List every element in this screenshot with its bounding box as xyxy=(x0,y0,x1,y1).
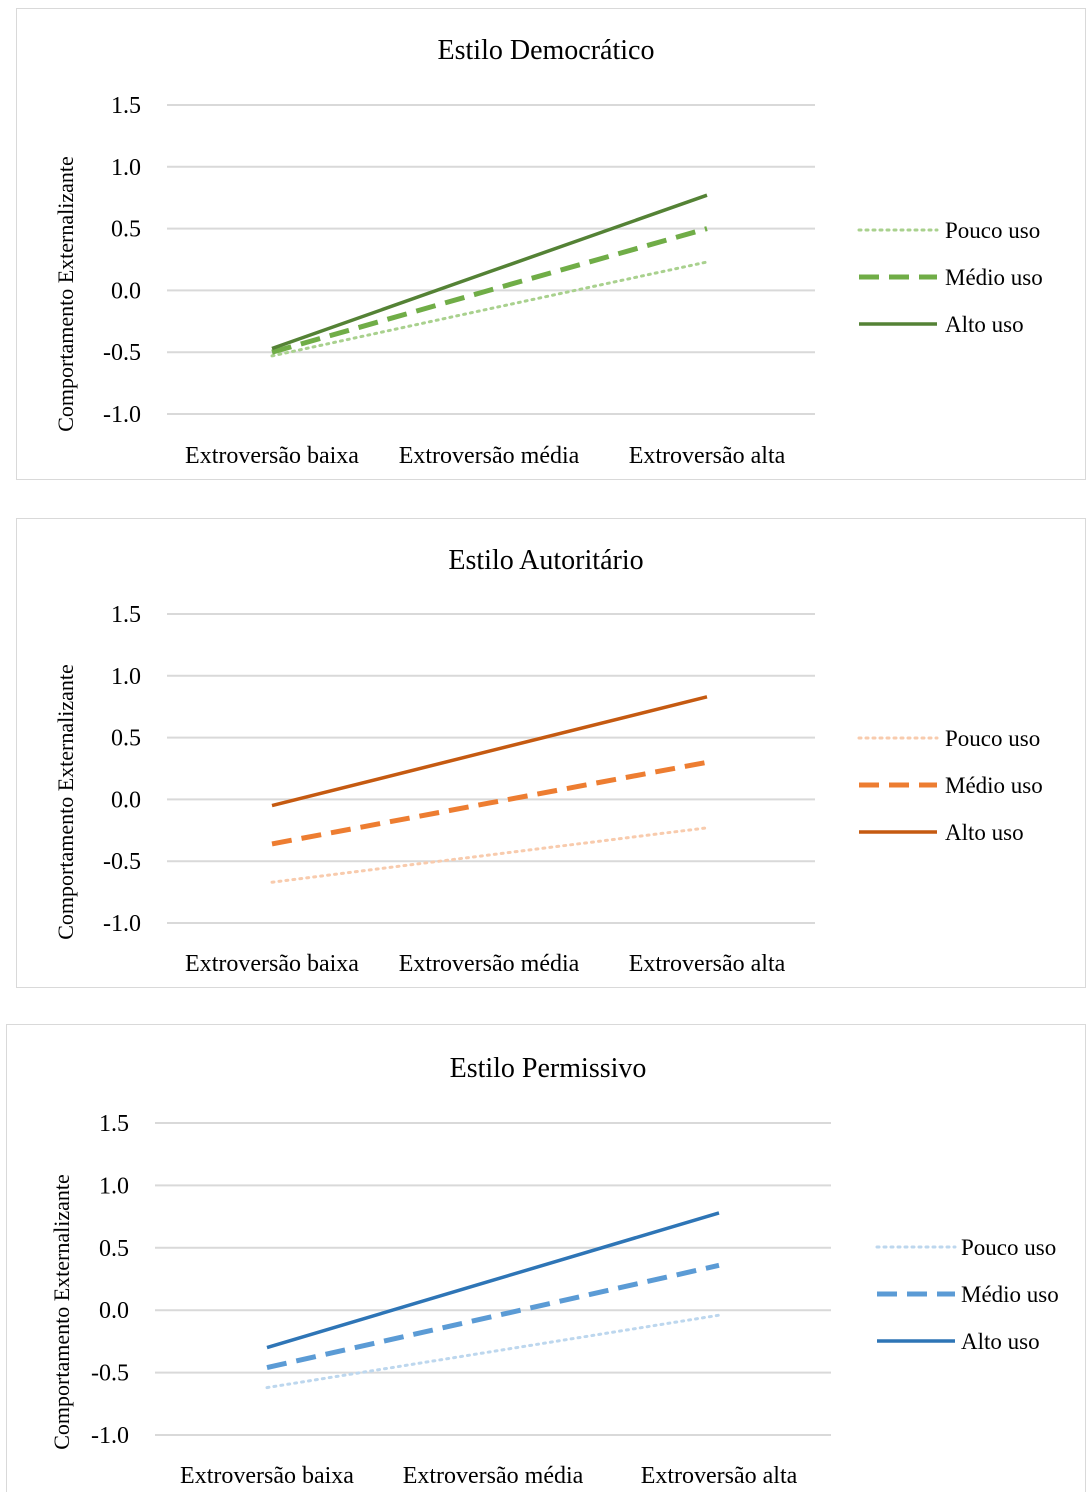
y-tick-label: 0.0 xyxy=(111,278,141,304)
x-tick-label: Extroversão baixa xyxy=(180,1463,354,1489)
x-tick-label: Extroversão média xyxy=(403,1463,584,1489)
series-line-dotted xyxy=(270,260,709,358)
y-tick-label: 1.0 xyxy=(111,155,141,181)
y-tick-label: -0.5 xyxy=(91,1361,129,1387)
chart-panel-democratico: Estilo Democrático 1.5 1.0 0.5 0.0 -0.5 -1.0 Co… xyxy=(16,8,1086,480)
legend-label: Alto uso xyxy=(961,1329,1040,1354)
chart-democratico: Estilo Democrático 1.5 1.0 0.5 0.0 -0.5 -1.0 Co… xyxy=(53,35,1043,469)
legend-label: Pouco uso xyxy=(945,726,1040,751)
x-tick-label: Extroversão baixa xyxy=(185,951,359,977)
series-line-solid xyxy=(271,695,708,808)
y-tick-label: 1.5 xyxy=(111,602,141,628)
chart-panel-permissivo: Estilo Permissivo 1.5 1.0 0.5 0.0 -0.5 -1.0 Com… xyxy=(6,1024,1086,1492)
x-tick-label: Extroversão média xyxy=(399,951,580,977)
chart-title: Estilo Democrático xyxy=(438,35,655,66)
y-tick-label: 1.5 xyxy=(111,93,141,119)
series-line-dashed xyxy=(266,1262,720,1371)
x-tick-label: Extroversão alta xyxy=(641,1463,798,1489)
x-tick-label: Extroversão baixa xyxy=(185,443,359,469)
legend-label: Alto uso xyxy=(945,820,1024,845)
y-tick-label: -0.5 xyxy=(103,340,141,366)
y-tick-label: 0.0 xyxy=(99,1298,129,1324)
y-tick-label: 1.5 xyxy=(99,1111,129,1137)
y-tick-label: -0.5 xyxy=(103,849,141,875)
legend-label: Médio uso xyxy=(961,1282,1059,1307)
series-line-solid xyxy=(271,193,708,351)
series-line-dotted xyxy=(270,826,709,884)
y-axis-label: Comportamento Externalizante xyxy=(53,156,78,432)
y-tick-label: 1.0 xyxy=(99,1173,129,1199)
y-tick-label: 0.5 xyxy=(111,726,141,752)
y-axis-label: Comportamento Externalizante xyxy=(49,1174,74,1450)
legend-label: Alto uso xyxy=(945,312,1024,337)
y-tick-label: -1.0 xyxy=(103,402,141,428)
legend-label: Pouco uso xyxy=(945,218,1040,243)
y-tick-label: -1.0 xyxy=(91,1423,129,1449)
series-line-dashed xyxy=(271,759,708,847)
y-tick-label: 1.0 xyxy=(111,664,141,690)
x-tick-label: Extroversão alta xyxy=(629,443,786,469)
series-line-dashed xyxy=(271,226,708,355)
legend-label: Médio uso xyxy=(945,773,1043,798)
chart-title: Estilo Permissivo xyxy=(450,1053,647,1084)
series-line-solid xyxy=(266,1211,720,1350)
y-tick-label: 0.5 xyxy=(111,217,141,243)
chart-permissivo: Estilo Permissivo 1.5 1.0 0.5 0.0 -0.5 -1.0 Com… xyxy=(49,1053,1059,1489)
chart-autoritario: Estilo Autoritário 1.5 1.0 0.5 0.0 -0.5 -1.0 Co… xyxy=(53,545,1043,977)
chart-title: Estilo Autoritário xyxy=(448,545,643,576)
legend-label: Médio uso xyxy=(945,265,1043,290)
chart-panel-autoritario: Estilo Autoritário 1.5 1.0 0.5 0.0 -0.5 -1.0 Co… xyxy=(16,518,1086,988)
x-tick-label: Extroversão média xyxy=(399,443,580,469)
legend-label: Pouco uso xyxy=(961,1235,1056,1260)
x-tick-label: Extroversão alta xyxy=(629,951,786,977)
series-line-dotted xyxy=(265,1313,721,1390)
y-axis-label: Comportamento Externalizante xyxy=(53,664,78,940)
y-tick-label: 0.0 xyxy=(111,787,141,813)
y-tick-label: -1.0 xyxy=(103,911,141,937)
y-tick-label: 0.5 xyxy=(99,1236,129,1262)
